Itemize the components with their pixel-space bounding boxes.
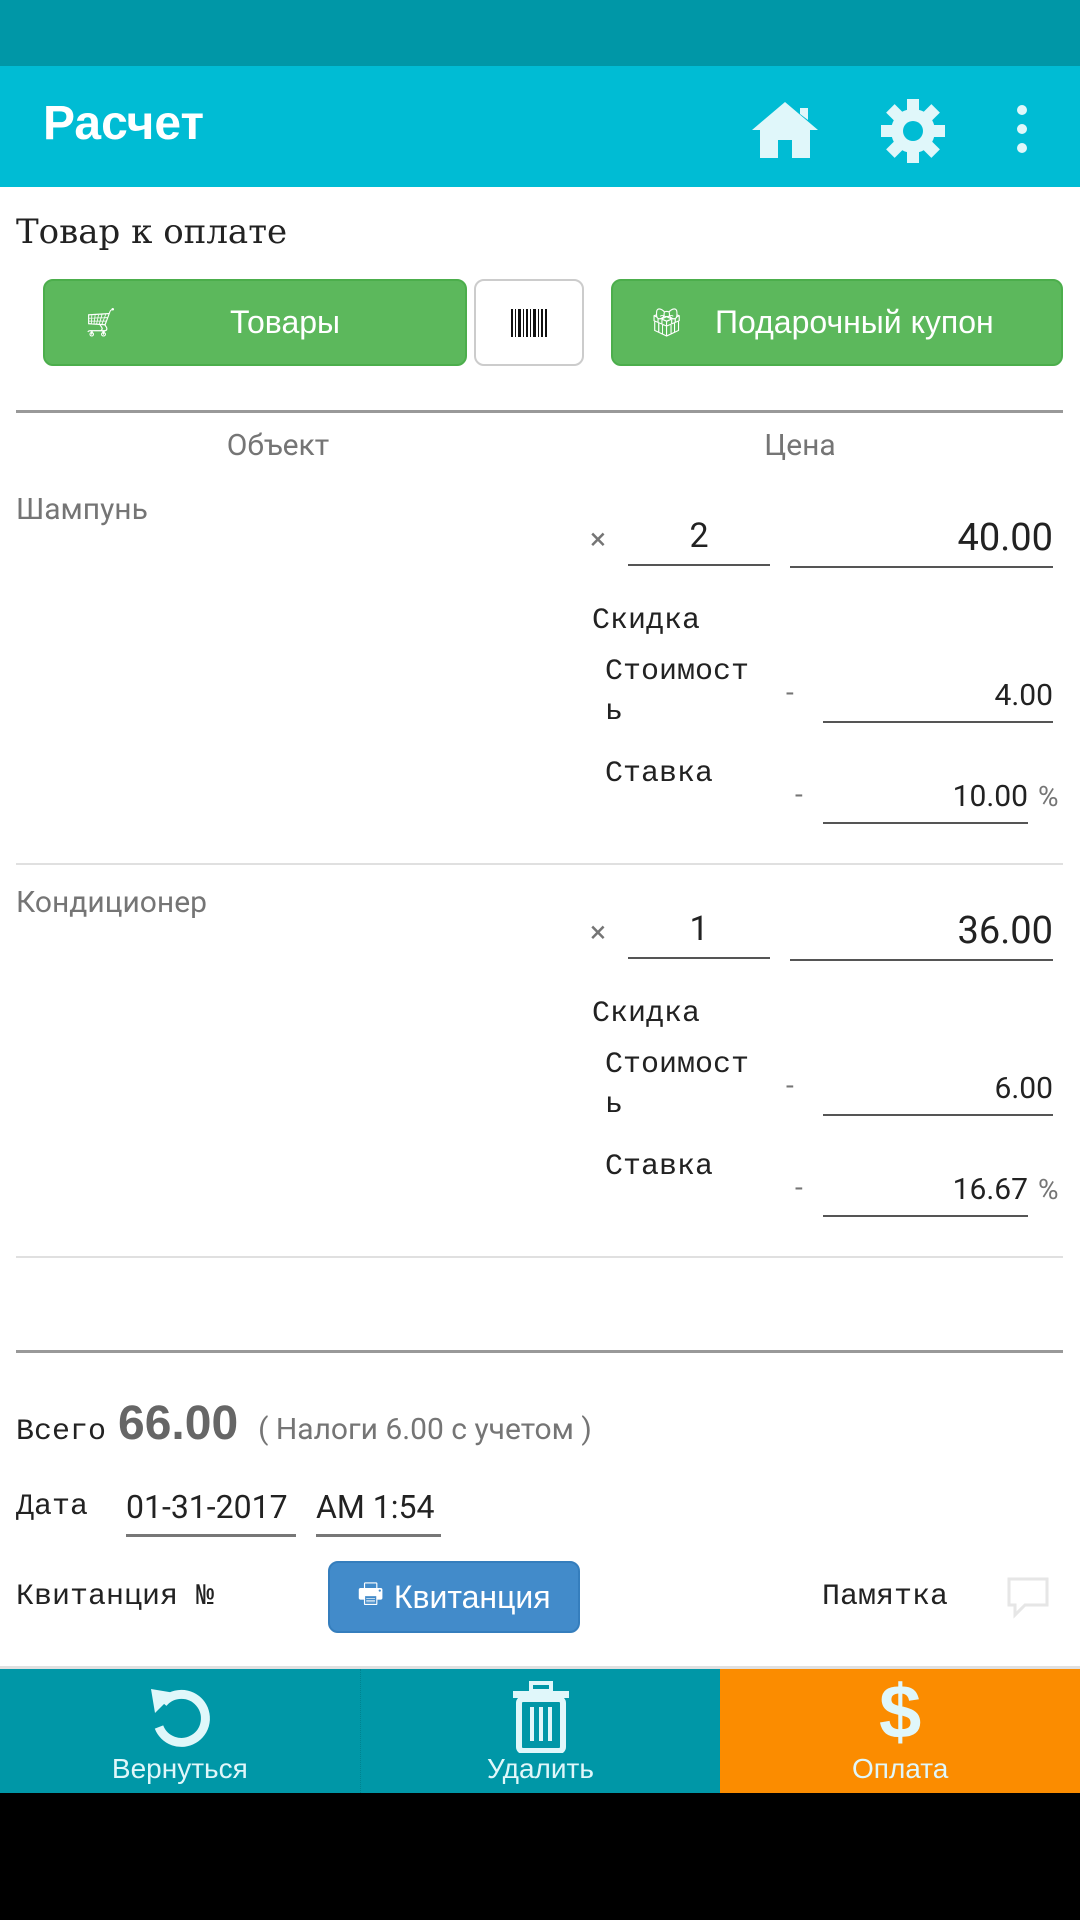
delete-button[interactable]: Удалить <box>360 1669 721 1793</box>
printer-icon: 🖶 <box>357 1578 384 1609</box>
discount-label: Скидка <box>592 997 701 1031</box>
date-field[interactable]: 01-31-2017 <box>126 1488 296 1537</box>
cost-label-wrap: ь <box>605 695 624 729</box>
barcode-button[interactable] <box>474 279 584 366</box>
cart-icon: 🛒︎ <box>83 307 119 338</box>
receipt-button[interactable]: 🖶 Квитанция <box>328 1561 580 1633</box>
dollar-icon: $ <box>879 1670 922 1755</box>
discount-rate-field[interactable]: 10.00 <box>823 779 1028 824</box>
quantity-field[interactable]: 2 <box>628 516 770 566</box>
divider <box>16 1256 1063 1258</box>
gift-coupon-button[interactable]: 🎁︎ Подарочный купон <box>611 279 1063 366</box>
item-name: Кондиционер <box>16 885 207 920</box>
page-title: Расчет <box>43 97 204 150</box>
content-area <box>0 187 1080 1667</box>
price-field[interactable]: 40.00 <box>790 516 1053 568</box>
times-sign: × <box>590 915 607 950</box>
rate-label: Ставка <box>605 1150 714 1184</box>
divider <box>16 410 1063 413</box>
cost-label: Стоимост <box>605 1048 750 1082</box>
quantity-field[interactable]: 1 <box>628 909 770 959</box>
products-button[interactable]: 🛒︎ Товары <box>43 279 467 366</box>
cost-label: Стоимост <box>605 655 750 689</box>
barcode-icon <box>511 308 547 337</box>
section-title: Товар к оплате <box>16 212 288 252</box>
back-label: Вернуться <box>111 1753 248 1784</box>
cost-minus: - <box>786 1069 794 1102</box>
column-price: Цена <box>764 428 836 463</box>
cost-label-wrap: ь <box>605 1088 624 1122</box>
trash-icon <box>512 1681 569 1753</box>
price-field[interactable]: 36.00 <box>790 909 1053 961</box>
gift-icon: 🎁︎ <box>649 307 685 338</box>
receipt-button-label: Квитанция <box>393 1578 551 1615</box>
gift-coupon-label: Подарочный купон <box>715 304 994 340</box>
total-label: Всего <box>16 1415 107 1449</box>
discount-cost-field[interactable]: 4.00 <box>823 678 1053 723</box>
divider <box>16 1350 1063 1353</box>
memo-label: Памятка <box>822 1580 949 1614</box>
total-row: Всего 66.00 ( Налоги 6.00 с учетом ) <box>16 1396 592 1451</box>
rate-minus: - <box>795 778 803 811</box>
total-value: 66.00 <box>118 1397 239 1450</box>
cost-minus: - <box>786 676 794 709</box>
bottom-bar: Вернуться Удалить $ Оплата <box>0 1666 1080 1793</box>
products-label: Товары <box>229 304 341 340</box>
date-label: Дата <box>16 1490 89 1524</box>
column-object: Объект <box>226 428 330 463</box>
pay-button[interactable]: $ Оплата <box>720 1669 1080 1793</box>
percent-sign: % <box>1038 780 1059 813</box>
undo-icon <box>150 1689 210 1747</box>
rate-label: Ставка <box>605 757 714 791</box>
tax-note: ( Налоги 6.00 с учетом ) <box>258 1412 592 1447</box>
home-icon[interactable] <box>750 100 820 160</box>
comment-icon[interactable] <box>1005 1575 1051 1619</box>
gear-icon[interactable] <box>880 98 946 164</box>
percent-sign: % <box>1038 1173 1059 1206</box>
discount-rate-field[interactable]: 16.67 <box>823 1172 1028 1217</box>
receipt-number-label: Квитанция № <box>16 1580 215 1614</box>
times-sign: × <box>590 522 607 557</box>
rate-minus: - <box>795 1171 803 1204</box>
status-bar <box>0 0 1080 66</box>
discount-cost-field[interactable]: 6.00 <box>823 1071 1053 1116</box>
back-button[interactable]: Вернуться <box>0 1669 361 1793</box>
delete-label: Удалить <box>487 1753 594 1784</box>
time-field[interactable]: AM 1:54 <box>316 1488 441 1537</box>
more-vert-icon[interactable] <box>1012 104 1032 154</box>
pay-label: Оплата <box>852 1753 949 1784</box>
divider <box>16 863 1063 865</box>
discount-label: Скидка <box>592 604 701 638</box>
item-name: Шампунь <box>16 492 148 527</box>
